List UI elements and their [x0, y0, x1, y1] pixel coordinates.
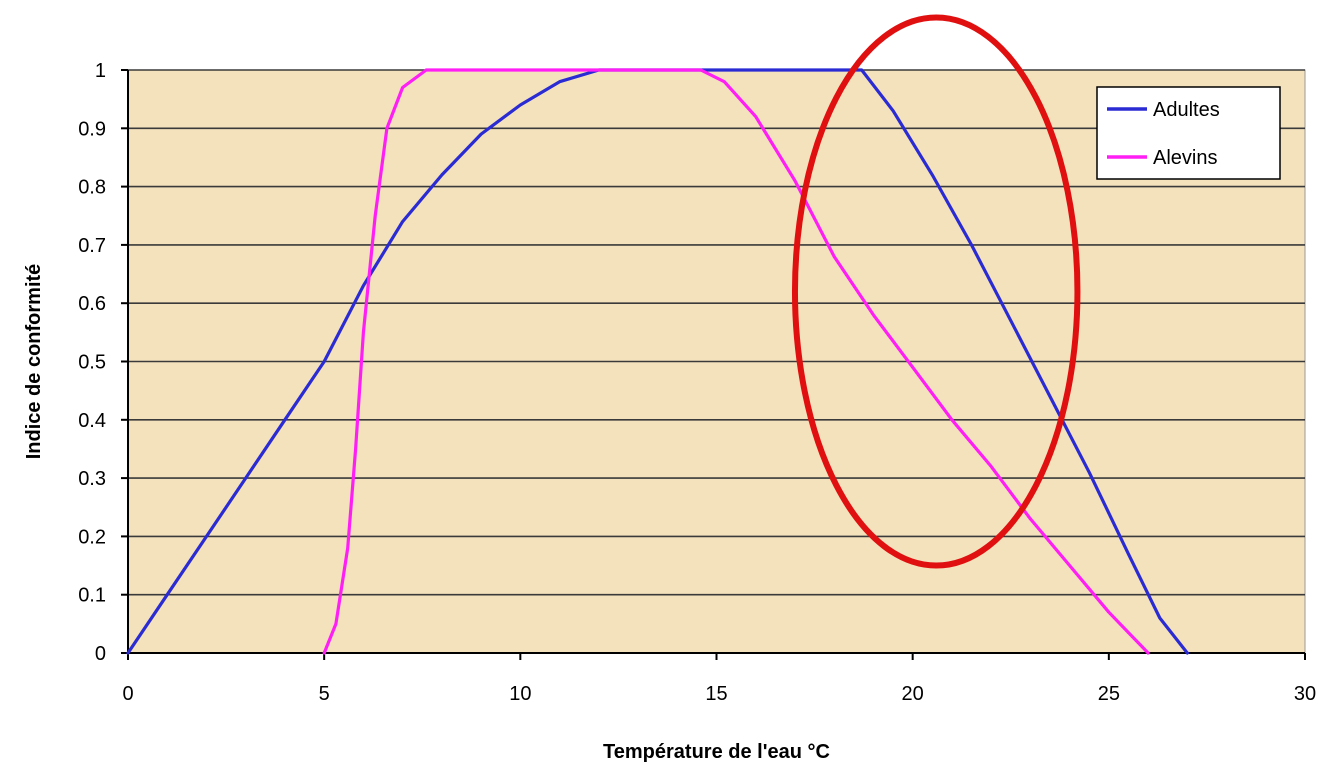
legend: Adultes Alevins: [1096, 86, 1281, 180]
x-tick-label: 20: [902, 683, 924, 705]
legend-label-adultes: Adultes: [1153, 99, 1220, 121]
series-lines: [126, 68, 1189, 655]
y-tick-label: 0.6: [78, 293, 106, 315]
x-tick-label: 0: [122, 683, 133, 705]
highlight-ellipse: [791, 14, 1081, 569]
y-tick-label: 0.2: [78, 526, 106, 548]
x-tick-label: 25: [1098, 683, 1120, 705]
y-axis-title: Indice de conformité: [23, 264, 45, 460]
y-tick-label: 0.8: [78, 177, 106, 199]
series-line-alevins: [322, 68, 1150, 655]
x-tick-label: 30: [1294, 683, 1316, 705]
annotations: [791, 14, 1081, 569]
x-tick-label: 5: [319, 683, 330, 705]
y-tick-label: 0.1: [78, 585, 106, 607]
x-tick-label: 10: [509, 683, 531, 705]
y-tick-label: 0.9: [78, 118, 106, 140]
y-tick-label: 0: [95, 643, 106, 665]
y-tick-label: 0.3: [78, 468, 106, 490]
y-tick-label: 1: [95, 60, 106, 82]
y-tick-label: 0.5: [78, 352, 106, 374]
y-tick-label: 0.4: [78, 410, 106, 432]
tick-labels: 00.10.20.30.40.50.60.70.80.910 5 10 15 20 25 3…: [78, 60, 1316, 705]
legend-box: [1096, 86, 1281, 180]
legend-label-alevins: Alevins: [1153, 147, 1217, 169]
x-tick-label: 15: [705, 683, 727, 705]
y-tick-label: 0.7: [78, 235, 106, 257]
x-axis-title: Température de l'eau °C: [603, 741, 830, 763]
